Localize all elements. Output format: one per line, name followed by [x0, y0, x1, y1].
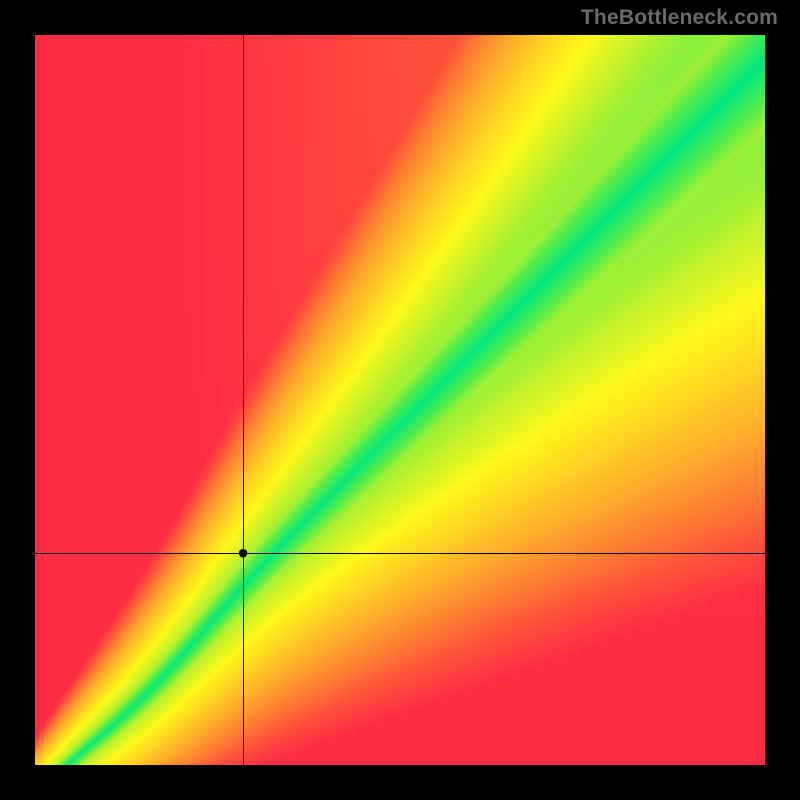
watermark-label: TheBottleneck.com	[581, 6, 778, 30]
chart-container: TheBottleneck.com	[0, 0, 800, 800]
bottleneck-heatmap	[35, 35, 765, 765]
